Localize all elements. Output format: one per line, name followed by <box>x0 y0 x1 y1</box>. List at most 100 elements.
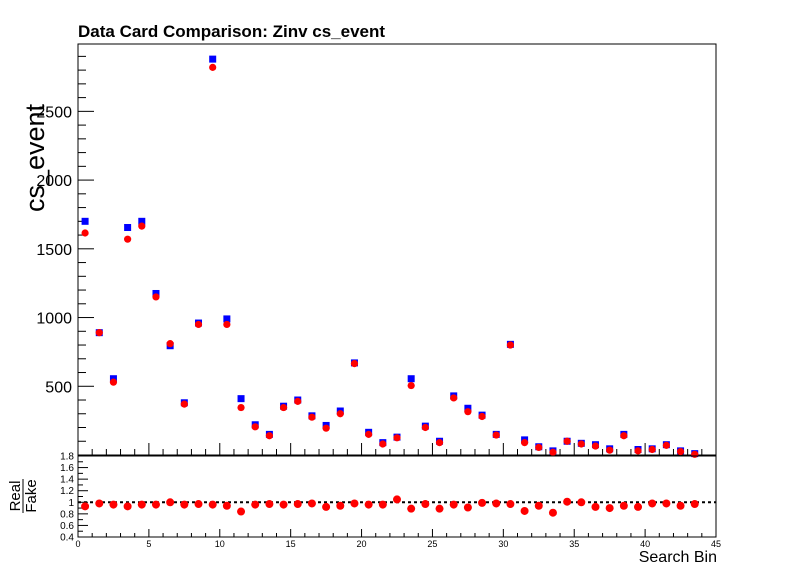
ratio-point <box>534 501 543 510</box>
ratio-point <box>208 500 217 509</box>
y-tick-label: 1000 <box>36 311 72 328</box>
ratio-point <box>237 507 246 516</box>
red-circle-point <box>634 447 642 455</box>
ratio-label-denominator: Fake <box>23 479 40 512</box>
red-circle-point <box>478 412 486 421</box>
ratio-point <box>95 499 104 508</box>
ratio-point <box>151 500 160 509</box>
blue-square-point <box>81 217 89 225</box>
ratio-point <box>690 500 699 509</box>
ratio-point <box>222 501 231 510</box>
red-circle-point <box>180 400 188 408</box>
ratio-y-tick-label: 1 <box>68 498 74 509</box>
ratio-y-tick-label: 0.8 <box>60 509 74 520</box>
blue-square-point <box>209 55 217 63</box>
ratio-point <box>109 500 118 509</box>
ratio-y-tick-label: 1.2 <box>60 486 74 497</box>
blue-square-point <box>237 395 245 403</box>
red-circle-point <box>350 359 359 368</box>
red-circle-point <box>676 447 685 456</box>
red-circle-point <box>265 432 273 440</box>
x-tick-label: 20 <box>357 539 367 549</box>
y-tick-label: 1500 <box>36 242 72 259</box>
x-tick-label: 5 <box>146 539 151 549</box>
ratio-y-axis-label: Real Fake <box>7 479 40 513</box>
ratio-point <box>194 500 203 509</box>
ratio-point <box>506 500 515 509</box>
ratio-point <box>605 504 614 513</box>
red-circle-point <box>563 437 571 445</box>
ratio-x-axis: 0 5 10 15 20 25 30 35 40 45 <box>75 529 721 549</box>
x-tick-label: 10 <box>215 539 225 549</box>
x-tick-label: 25 <box>427 539 437 549</box>
ratio-point <box>322 502 331 511</box>
red-circle-point <box>549 448 557 456</box>
x-tick-label: 15 <box>286 539 296 549</box>
ratio-point <box>634 502 643 511</box>
red-circle-point <box>379 440 387 448</box>
y-axis-label: cs_event <box>20 103 50 212</box>
y-tick-label: 2000 <box>36 173 72 190</box>
red-circle-point <box>194 320 203 329</box>
red-circle-point <box>294 397 302 405</box>
ratio-point <box>166 498 175 507</box>
ratio-point <box>577 498 586 507</box>
ratio-point <box>81 502 90 511</box>
ratio-point <box>364 500 373 509</box>
ratio-y-tick-label: 1.8 <box>60 452 74 463</box>
red-circle-point <box>521 439 529 447</box>
red-circle-point <box>648 445 656 454</box>
y-tick-label: 500 <box>45 379 72 396</box>
ratio-point <box>378 500 387 509</box>
ratio-point <box>251 500 260 509</box>
red-circle-point <box>620 432 628 440</box>
x-tick-label: 45 <box>711 539 721 549</box>
ratio-point <box>492 499 501 508</box>
red-circle-point <box>209 63 217 71</box>
red-circle-point <box>464 408 472 416</box>
x-tick-label: 0 <box>75 539 80 549</box>
ratio-point <box>648 499 657 508</box>
red-circle-point <box>435 439 444 447</box>
red-circle-point <box>591 442 600 450</box>
ratio-point <box>421 500 430 509</box>
ratio-point <box>520 506 529 515</box>
ratio-y-axis: 0.40.60.811.21.41.61.8 <box>60 452 88 544</box>
red-circle-point <box>152 293 160 301</box>
ratio-point <box>307 499 316 508</box>
ratio-point <box>407 504 416 513</box>
ratio-point <box>478 498 487 507</box>
ratio-point <box>279 500 288 509</box>
red-circle-point <box>336 410 344 418</box>
x-axis-label: Search Bin <box>639 549 717 566</box>
red-circle-point <box>124 235 132 243</box>
red-circle-point <box>322 424 330 432</box>
ratio-point <box>123 502 132 511</box>
ratio-panel: Real Fake 0.40.60.811.21.41.61.8 0 5 10 15 2… <box>7 452 721 567</box>
red-circle-point <box>577 440 585 448</box>
red-circle-point <box>365 430 373 438</box>
ratio-point <box>563 497 572 506</box>
x-tick-label: 35 <box>569 539 579 549</box>
red-circle-point <box>492 431 500 439</box>
ratio-point <box>449 500 458 509</box>
ratio-point <box>393 495 401 504</box>
ratio-point <box>350 499 359 508</box>
blue-square-point <box>124 224 132 232</box>
red-circle-point <box>393 434 401 442</box>
red-circle-point <box>691 450 699 458</box>
red-circle-point <box>166 340 174 348</box>
red-circle-point <box>662 441 670 449</box>
red-circle-point <box>109 378 118 386</box>
red-circle-point <box>450 394 458 402</box>
main-plot-frame <box>77 43 717 456</box>
ratio-point <box>619 501 628 510</box>
ratio-point <box>676 501 685 510</box>
ratio-y-tick-label: 0.6 <box>60 521 74 532</box>
chart-title: Data Card Comparison: Zinv cs_event <box>78 22 385 41</box>
ratio-point <box>265 500 274 509</box>
ratio-point <box>180 500 189 509</box>
red-circle-point <box>279 403 288 412</box>
main-x-axis <box>77 443 717 455</box>
